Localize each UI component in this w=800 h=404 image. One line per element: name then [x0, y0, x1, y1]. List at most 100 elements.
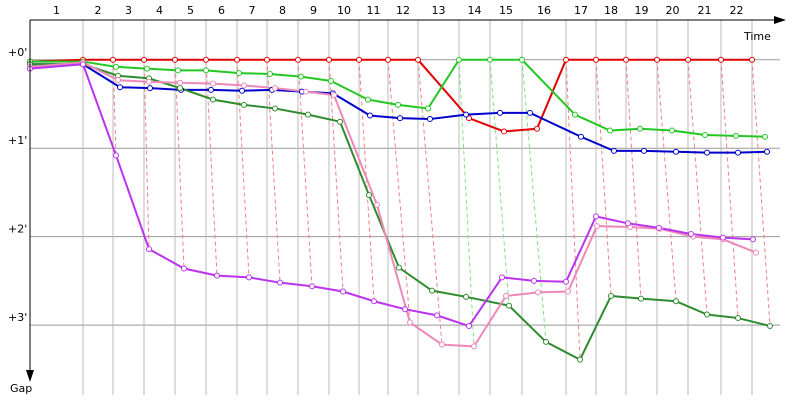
point — [463, 293, 469, 300]
point — [340, 288, 346, 295]
point — [374, 201, 380, 208]
point — [593, 56, 599, 63]
point — [236, 70, 242, 77]
point — [309, 283, 315, 290]
point — [210, 96, 216, 103]
series-lines — [27, 56, 773, 363]
lap-label: 7 — [249, 4, 256, 17]
point — [295, 56, 301, 63]
lap-label: 4 — [156, 4, 163, 17]
lap-label: 21 — [698, 4, 712, 17]
point — [767, 323, 773, 330]
point — [463, 111, 469, 118]
lap-label: 12 — [396, 4, 410, 17]
point — [328, 78, 334, 85]
point — [110, 56, 116, 63]
y-tick-label: +3' — [8, 311, 27, 324]
point — [503, 292, 509, 299]
point — [234, 56, 240, 63]
lap-line — [687, 59, 708, 315]
point — [735, 149, 741, 156]
point — [402, 306, 408, 313]
lap-label: 13 — [432, 4, 446, 17]
point — [272, 105, 278, 112]
point — [337, 118, 343, 125]
point — [531, 277, 537, 284]
lap-line — [328, 59, 344, 292]
point — [146, 78, 152, 85]
lap-line — [751, 59, 771, 327]
point — [669, 127, 675, 134]
point — [608, 292, 614, 299]
point — [241, 101, 247, 108]
lap-label: 2 — [95, 4, 102, 17]
point — [534, 125, 540, 132]
series-line — [29, 61, 757, 348]
point — [177, 85, 183, 92]
point — [113, 152, 119, 159]
point — [80, 61, 86, 68]
point — [704, 149, 710, 156]
lap-label: 14 — [468, 4, 482, 17]
point — [241, 82, 247, 89]
point — [439, 341, 445, 348]
point — [246, 274, 252, 281]
point — [607, 127, 613, 134]
point — [272, 85, 278, 92]
point — [371, 298, 377, 305]
point — [305, 111, 311, 118]
point — [144, 65, 150, 72]
point — [115, 77, 121, 84]
point — [543, 338, 549, 345]
lap-line — [720, 59, 739, 319]
point — [764, 148, 770, 155]
point — [429, 287, 435, 294]
point — [331, 92, 337, 99]
point — [466, 323, 472, 330]
point — [749, 56, 755, 63]
point — [267, 70, 273, 77]
point — [117, 84, 123, 91]
point — [753, 249, 759, 256]
point — [641, 147, 647, 154]
point — [563, 278, 569, 285]
point — [113, 63, 119, 70]
point — [577, 356, 583, 363]
point — [499, 274, 505, 281]
lap-line — [489, 59, 510, 306]
y-tick-label: +0' — [8, 46, 27, 59]
point — [733, 132, 739, 139]
point — [456, 56, 462, 63]
lap-line — [656, 59, 677, 302]
point — [673, 298, 679, 305]
point — [326, 56, 332, 63]
point — [527, 109, 533, 116]
point — [506, 302, 512, 309]
point — [718, 56, 724, 63]
point — [146, 246, 152, 253]
point — [578, 133, 584, 140]
point — [172, 56, 178, 63]
point — [395, 101, 401, 108]
point — [611, 147, 617, 154]
point — [487, 56, 493, 63]
point — [365, 96, 371, 103]
point — [427, 116, 433, 123]
point — [497, 109, 503, 116]
lap-line — [236, 59, 250, 278]
lap-label: 3 — [125, 4, 132, 17]
point — [704, 311, 710, 318]
point — [298, 73, 304, 80]
lap-label: 8 — [279, 4, 286, 17]
lap-label: 10 — [337, 4, 351, 17]
point — [203, 56, 209, 63]
lap-label: 19 — [635, 4, 649, 17]
point — [434, 312, 440, 319]
point — [239, 87, 245, 94]
lap-line — [112, 59, 117, 156]
y-axis-label: Gap — [10, 382, 32, 395]
lap-label: 11 — [367, 4, 381, 17]
series-line — [30, 63, 771, 361]
point — [141, 56, 147, 63]
point — [594, 223, 600, 230]
